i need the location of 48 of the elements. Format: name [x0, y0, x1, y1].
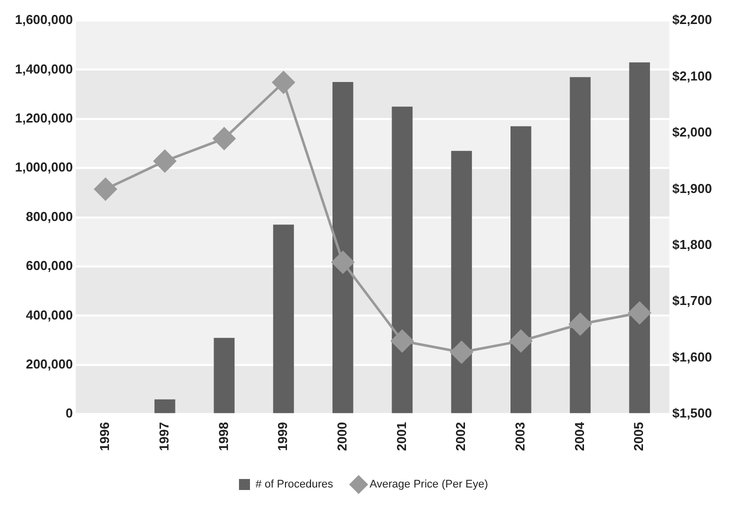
y-tick-label: 800,000 [26, 208, 73, 224]
x-tick-label: 2000 [334, 422, 350, 451]
bar [451, 150, 472, 414]
y-tick-label: 1,000,000 [14, 160, 73, 175]
bar [392, 106, 413, 414]
bar [510, 126, 532, 414]
y2-tick-label: $1,500 [672, 406, 712, 421]
bar [629, 62, 650, 414]
x-tick-label: 1996 [97, 422, 112, 451]
x-tick-label: 2005 [631, 422, 646, 451]
x-tick-label: 2001 [394, 422, 409, 451]
x-tick-label: 2003 [512, 422, 528, 451]
point [390, 330, 414, 352]
point [510, 330, 532, 352]
point [628, 302, 651, 324]
bar [273, 224, 294, 414]
point [94, 178, 117, 200]
point [450, 340, 473, 364]
y-tick-label: 1,600,000 [14, 12, 73, 28]
y2-tick-label: $1,600 [672, 349, 712, 364]
y2-tick-label: $2,100 [672, 68, 712, 84]
x-tick-label: 2004 [572, 421, 587, 451]
bar [570, 77, 591, 414]
y2-tick-label: $1,700 [672, 293, 712, 308]
point [332, 251, 354, 274]
y2-tick-label: $1,900 [672, 180, 712, 196]
point [212, 127, 236, 150]
y-tick-label: 400,000 [26, 307, 73, 322]
legend-label: Average Price (Per Eye) [370, 478, 488, 491]
point [154, 150, 176, 172]
bar [154, 399, 176, 414]
legend-label: # of Procedures [255, 478, 334, 491]
y-tick-label: 1,200,000 [14, 110, 73, 126]
y2-tick-label: $2,200 [672, 12, 712, 28]
x-tick-label: 2002 [453, 422, 468, 451]
y-tick-label: 600,000 [26, 258, 73, 274]
x-tick-label: 1999 [275, 422, 290, 451]
x-tick-label: 1997 [156, 422, 172, 451]
point [568, 312, 592, 336]
bar [214, 338, 235, 414]
y-tick-label: 200,000 [26, 356, 73, 372]
y2-tick-label: $1,800 [672, 236, 712, 252]
x-tick-label: 1998 [216, 422, 231, 451]
point [272, 71, 295, 94]
y2-tick-label: $2,000 [672, 124, 712, 140]
y-tick-label: 0 [66, 406, 73, 421]
y-tick-label: 1,400,000 [14, 61, 73, 76]
bar [332, 82, 354, 414]
